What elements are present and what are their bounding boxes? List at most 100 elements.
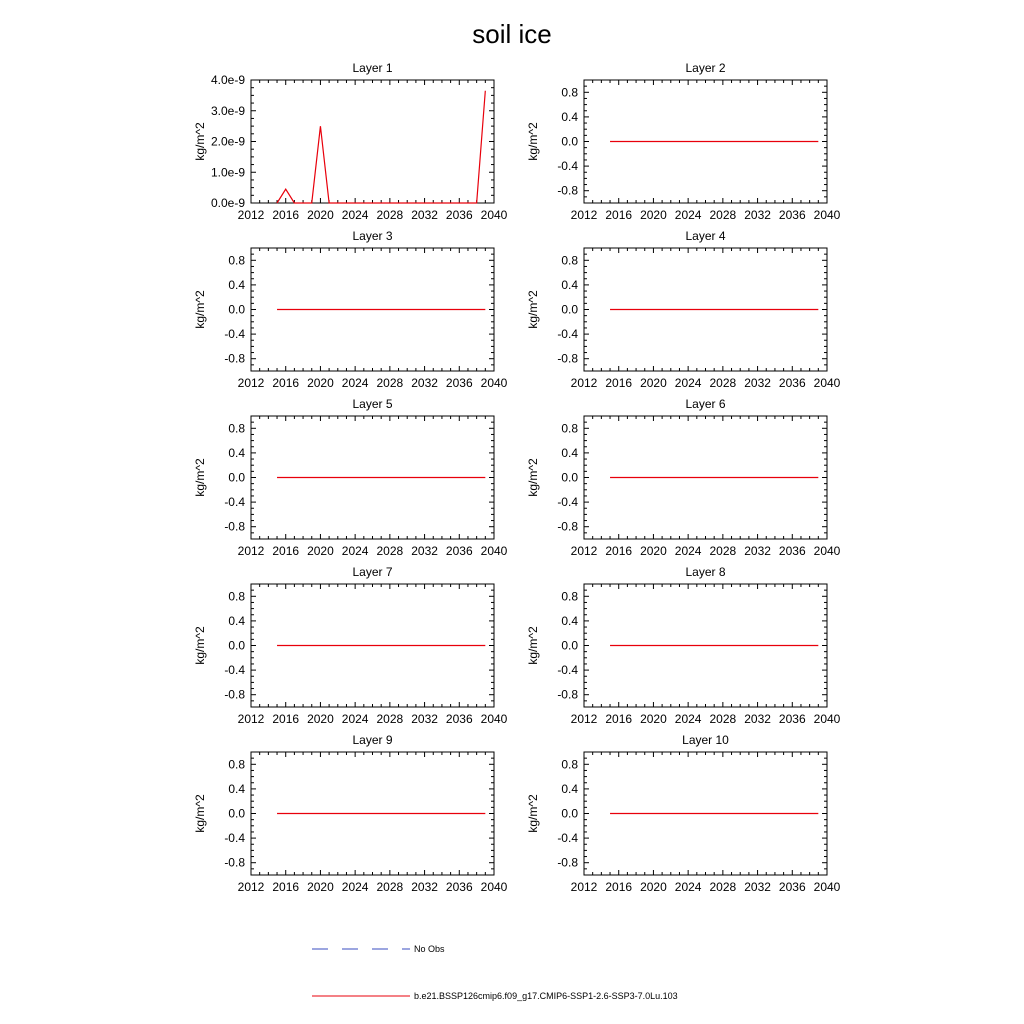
x-tick-label: 2012 bbox=[571, 376, 598, 390]
y-axis-label: kg/m^2 bbox=[193, 794, 207, 833]
x-tick-label: 2040 bbox=[481, 712, 508, 726]
y-tick-label: -0.8 bbox=[557, 688, 578, 702]
y-axis-label: kg/m^2 bbox=[193, 290, 207, 329]
x-tick-label: 2012 bbox=[571, 208, 598, 222]
panel-title: Layer 5 bbox=[352, 397, 392, 411]
x-tick-label: 2016 bbox=[605, 712, 632, 726]
x-tick-label: 2016 bbox=[272, 208, 299, 222]
y-tick-label: 1.0e-9 bbox=[211, 165, 245, 179]
y-tick-label: 0.0e-9 bbox=[211, 196, 245, 210]
panel-6: Layer 6 2012 2016 2020 2024 2028 2032 2036 2040 -… bbox=[526, 397, 841, 558]
x-tick-label: 2040 bbox=[481, 376, 508, 390]
panel-title: Layer 6 bbox=[685, 397, 725, 411]
y-tick-label: 0.0 bbox=[561, 135, 578, 149]
y-tick-label: 0.4 bbox=[561, 614, 578, 628]
y-tick-label: 0.8 bbox=[561, 589, 578, 603]
x-tick-label: 2012 bbox=[238, 880, 265, 894]
x-tick-label: 2012 bbox=[238, 376, 265, 390]
y-tick-label: 0.4 bbox=[228, 278, 245, 292]
y-tick-label: 0.8 bbox=[561, 85, 578, 99]
x-tick-label: 2012 bbox=[238, 544, 265, 558]
x-tick-label: 2040 bbox=[814, 712, 841, 726]
x-tick-label: 2020 bbox=[640, 880, 667, 894]
panel-title: Layer 1 bbox=[352, 61, 392, 75]
x-tick-label: 2024 bbox=[675, 880, 702, 894]
legend: No Obs b.e21.BSSP126cmip6.f09_g17.CMIP6-S… bbox=[312, 944, 678, 1001]
y-axis-label: kg/m^2 bbox=[526, 626, 540, 665]
y-tick-label: -0.8 bbox=[224, 856, 245, 870]
y-tick-label: 0.8 bbox=[561, 253, 578, 267]
x-tick-label: 2032 bbox=[411, 208, 438, 222]
x-tick-label: 2032 bbox=[744, 880, 771, 894]
y-tick-label: 0.0 bbox=[561, 471, 578, 485]
y-tick-label: 0.4 bbox=[228, 614, 245, 628]
panel-title: Layer 2 bbox=[685, 61, 725, 75]
panel-10: Layer 10 2012 2016 2020 2024 2028 2032 2036 2040… bbox=[526, 733, 841, 894]
y-tick-label: 0.0 bbox=[228, 807, 245, 821]
x-tick-label: 2036 bbox=[779, 712, 806, 726]
y-tick-label: 0.8 bbox=[228, 253, 245, 267]
x-tick-label: 2012 bbox=[571, 544, 598, 558]
x-tick-label: 2016 bbox=[272, 376, 299, 390]
x-tick-label: 2028 bbox=[377, 544, 404, 558]
panel-3: Layer 3 2012 2016 2020 2024 2028 2032 2036 2040 -… bbox=[193, 229, 508, 390]
x-tick-label: 2040 bbox=[814, 376, 841, 390]
x-tick-label: 2036 bbox=[446, 376, 473, 390]
y-tick-label: 0.0 bbox=[228, 303, 245, 317]
x-tick-label: 2024 bbox=[675, 712, 702, 726]
y-tick-label: 0.0 bbox=[561, 639, 578, 653]
panel-8: Layer 8 2012 2016 2020 2024 2028 2032 2036 2040 -… bbox=[526, 565, 841, 726]
x-tick-label: 2012 bbox=[571, 712, 598, 726]
x-tick-label: 2040 bbox=[814, 208, 841, 222]
series-line bbox=[276, 90, 486, 204]
panel-5: Layer 5 2012 2016 2020 2024 2028 2032 2036 2040 -… bbox=[193, 397, 508, 558]
x-tick-label: 2028 bbox=[377, 208, 404, 222]
y-tick-label: 0.8 bbox=[561, 757, 578, 771]
x-tick-label: 2024 bbox=[342, 544, 369, 558]
y-tick-label: 2.0e-9 bbox=[211, 135, 245, 149]
y-tick-label: -0.8 bbox=[224, 520, 245, 534]
x-tick-label: 2036 bbox=[446, 544, 473, 558]
y-tick-label: -0.4 bbox=[557, 831, 578, 845]
panel-2: Layer 2 2012 2016 2020 2024 2028 2032 2036 2040 -… bbox=[526, 61, 841, 222]
x-tick-label: 2032 bbox=[744, 712, 771, 726]
y-tick-label: 0.0 bbox=[228, 639, 245, 653]
y-axis-label: kg/m^2 bbox=[193, 122, 207, 161]
x-tick-label: 2024 bbox=[342, 880, 369, 894]
x-tick-label: 2036 bbox=[779, 376, 806, 390]
y-tick-label: -0.4 bbox=[557, 663, 578, 677]
x-tick-label: 2032 bbox=[744, 376, 771, 390]
y-tick-label: 0.4 bbox=[228, 446, 245, 460]
legend-label-2: b.e21.BSSP126cmip6.f09_g17.CMIP6-SSP1-2.… bbox=[414, 991, 678, 1001]
x-tick-label: 2020 bbox=[307, 208, 334, 222]
x-tick-label: 2020 bbox=[640, 712, 667, 726]
y-tick-label: -0.4 bbox=[557, 495, 578, 509]
y-tick-label: -0.4 bbox=[224, 663, 245, 677]
x-tick-label: 2024 bbox=[342, 208, 369, 222]
x-tick-label: 2032 bbox=[411, 544, 438, 558]
x-tick-label: 2036 bbox=[779, 544, 806, 558]
panel-title: Layer 9 bbox=[352, 733, 392, 747]
y-tick-label: -0.8 bbox=[557, 184, 578, 198]
y-tick-label: -0.4 bbox=[557, 327, 578, 341]
legend-label-1: No Obs bbox=[414, 944, 445, 954]
x-tick-label: 2028 bbox=[710, 376, 737, 390]
y-tick-label: 3.0e-9 bbox=[211, 104, 245, 118]
x-tick-label: 2012 bbox=[238, 712, 265, 726]
y-tick-label: 0.4 bbox=[561, 782, 578, 796]
x-tick-label: 2016 bbox=[605, 376, 632, 390]
y-axis-label: kg/m^2 bbox=[526, 794, 540, 833]
x-tick-label: 2016 bbox=[272, 880, 299, 894]
x-tick-label: 2028 bbox=[377, 880, 404, 894]
y-tick-label: 0.0 bbox=[561, 807, 578, 821]
x-tick-label: 2016 bbox=[605, 544, 632, 558]
y-tick-label: 0.8 bbox=[228, 589, 245, 603]
x-tick-label: 2028 bbox=[710, 544, 737, 558]
y-tick-label: -0.8 bbox=[224, 688, 245, 702]
x-tick-label: 2028 bbox=[710, 712, 737, 726]
panel-1: Layer 1 2012 2016 2020 2024 2028 2032 2036 2040 0… bbox=[193, 61, 508, 222]
y-tick-label: 4.0e-9 bbox=[211, 73, 245, 87]
x-tick-label: 2012 bbox=[571, 880, 598, 894]
y-tick-label: -0.4 bbox=[557, 159, 578, 173]
y-tick-label: 0.4 bbox=[561, 110, 578, 124]
